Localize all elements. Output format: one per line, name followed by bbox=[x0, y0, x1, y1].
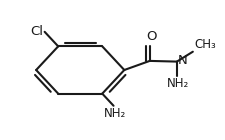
Text: O: O bbox=[146, 30, 156, 43]
Text: Cl: Cl bbox=[30, 25, 43, 38]
Text: NH₂: NH₂ bbox=[103, 107, 125, 120]
Text: CH₃: CH₃ bbox=[193, 38, 215, 51]
Text: NH₂: NH₂ bbox=[166, 77, 188, 90]
Text: N: N bbox=[177, 54, 187, 67]
